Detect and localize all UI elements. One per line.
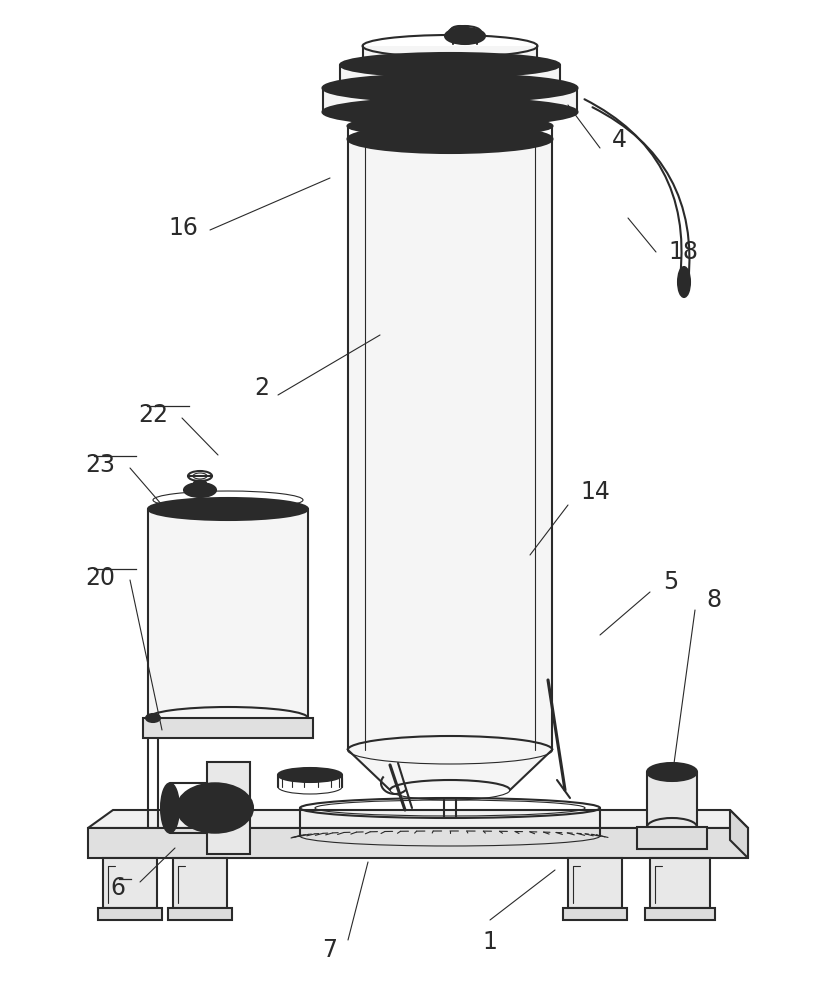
Polygon shape xyxy=(562,908,626,920)
Text: 16: 16 xyxy=(168,216,198,240)
Polygon shape xyxy=(207,762,250,854)
Polygon shape xyxy=(567,858,621,908)
Text: 8: 8 xyxy=(705,588,720,612)
Ellipse shape xyxy=(322,74,576,102)
Polygon shape xyxy=(88,810,747,828)
Polygon shape xyxy=(636,827,706,849)
Polygon shape xyxy=(88,828,747,858)
Ellipse shape xyxy=(184,483,216,497)
Text: 6: 6 xyxy=(110,876,125,900)
Polygon shape xyxy=(729,810,747,858)
Polygon shape xyxy=(649,858,709,908)
Text: 20: 20 xyxy=(85,566,115,590)
Ellipse shape xyxy=(194,481,206,486)
Text: 4: 4 xyxy=(611,128,626,152)
Polygon shape xyxy=(148,509,308,718)
Ellipse shape xyxy=(322,98,576,126)
Ellipse shape xyxy=(340,76,559,100)
Polygon shape xyxy=(340,65,559,88)
Ellipse shape xyxy=(362,55,537,75)
Polygon shape xyxy=(646,772,696,827)
Text: 1: 1 xyxy=(482,930,497,954)
Ellipse shape xyxy=(148,498,308,520)
Polygon shape xyxy=(168,908,232,920)
Ellipse shape xyxy=(146,714,160,722)
Text: 18: 18 xyxy=(667,240,697,264)
Text: 2: 2 xyxy=(254,376,269,400)
Ellipse shape xyxy=(347,116,552,136)
Polygon shape xyxy=(347,750,552,790)
Polygon shape xyxy=(103,858,157,908)
Ellipse shape xyxy=(236,504,256,512)
Ellipse shape xyxy=(677,267,689,297)
Ellipse shape xyxy=(340,53,559,77)
Ellipse shape xyxy=(278,768,342,782)
Text: 7: 7 xyxy=(322,938,337,962)
Polygon shape xyxy=(173,858,227,908)
Ellipse shape xyxy=(646,763,696,781)
Polygon shape xyxy=(362,46,537,65)
Polygon shape xyxy=(143,718,313,738)
Text: 14: 14 xyxy=(579,480,609,504)
Polygon shape xyxy=(347,139,552,750)
Ellipse shape xyxy=(160,783,179,833)
Ellipse shape xyxy=(177,783,253,833)
Polygon shape xyxy=(98,908,162,920)
Polygon shape xyxy=(644,908,715,920)
Polygon shape xyxy=(323,88,576,112)
Ellipse shape xyxy=(444,28,485,44)
Ellipse shape xyxy=(347,125,552,153)
Text: 22: 22 xyxy=(138,403,168,427)
Text: 23: 23 xyxy=(85,453,115,477)
Text: 5: 5 xyxy=(662,570,677,594)
